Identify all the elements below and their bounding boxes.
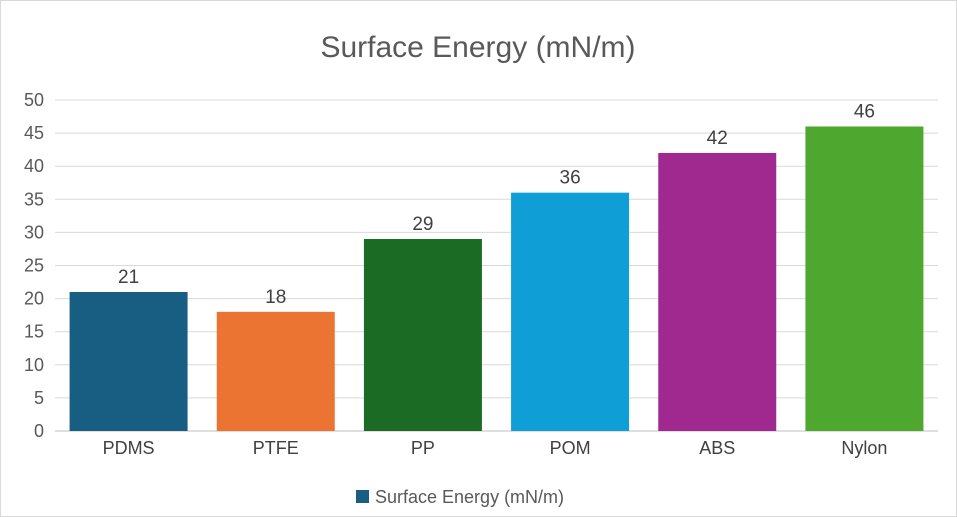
x-tick-label: POM	[550, 438, 591, 458]
x-tick-label: PTFE	[253, 438, 299, 458]
data-label: 46	[854, 101, 875, 122]
y-tick-label: 5	[34, 388, 44, 408]
y-tick-label: 45	[24, 123, 44, 143]
x-tick-label: PP	[411, 438, 435, 458]
legend: Surface Energy (mN/m)	[356, 487, 564, 507]
y-tick-label: 30	[24, 222, 44, 242]
y-tick-label: 10	[24, 355, 44, 375]
data-label: 42	[707, 128, 728, 149]
y-tick-label: 20	[24, 289, 44, 309]
data-label: 29	[412, 214, 433, 235]
y-tick-label: 15	[24, 322, 44, 342]
legend-label: Surface Energy (mN/m)	[375, 487, 564, 507]
legend-swatch	[356, 490, 369, 503]
chart-title: Surface Energy (mN/m)	[320, 31, 635, 64]
bar-nylon	[805, 126, 924, 431]
bar-ptfe	[216, 311, 335, 431]
x-tick-label: PDMS	[103, 438, 155, 458]
y-tick-label: 50	[24, 90, 44, 110]
y-tick-label: 40	[24, 156, 44, 176]
bar-abs	[658, 152, 777, 431]
x-tick-label: ABS	[699, 438, 735, 458]
x-tick-label: Nylon	[841, 438, 887, 458]
bar-pp	[363, 239, 482, 431]
bar-pdms	[69, 291, 188, 431]
data-label: 18	[265, 287, 286, 308]
y-tick-label: 25	[24, 256, 44, 276]
y-tick-label: 0	[34, 421, 44, 441]
y-tick-label: 35	[24, 189, 44, 209]
data-label: 36	[560, 168, 581, 189]
bar-pom	[511, 192, 630, 431]
data-label: 21	[118, 267, 139, 288]
